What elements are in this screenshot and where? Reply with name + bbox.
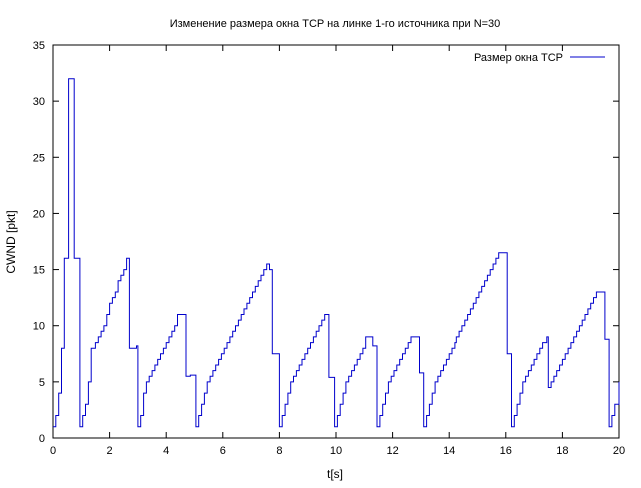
- y-tick-label: 20: [33, 208, 45, 220]
- y-tick-label: 15: [33, 265, 45, 277]
- y-axis-label: CWND [pkt]: [4, 210, 18, 273]
- x-axis-label: t[s]: [327, 467, 343, 481]
- y-tick-label: 35: [33, 40, 45, 52]
- y-tick-label: 5: [39, 377, 45, 389]
- y-tick-label: 30: [33, 96, 45, 108]
- x-tick-label: 0: [50, 445, 56, 457]
- x-tick-label: 6: [220, 445, 226, 457]
- x-tick-label: 18: [556, 445, 568, 457]
- x-tick-label: 12: [386, 445, 398, 457]
- x-tick-label: 2: [107, 445, 113, 457]
- x-tick-label: 4: [163, 445, 169, 457]
- series-line-tcp-window: [53, 78, 620, 428]
- y-tick-label: 0: [39, 433, 45, 445]
- x-tick-label: 8: [276, 445, 282, 457]
- x-axis: 0 2 4 6 8 10 12 14 16 18 20: [50, 45, 625, 457]
- x-tick-label: 14: [443, 445, 455, 457]
- legend-entry-label: Размер окна TCP: [474, 52, 563, 64]
- x-tick-label: 20: [613, 445, 625, 457]
- y-tick-label: 10: [33, 321, 45, 333]
- chart-title: Изменение размера окна TCP на линке 1-го…: [170, 18, 501, 30]
- x-tick-label: 16: [500, 445, 512, 457]
- legend: Размер окна TCP: [474, 52, 605, 64]
- x-tick-label: 10: [330, 445, 342, 457]
- y-tick-label: 25: [33, 152, 45, 164]
- y-axis: 0 5 10 15 20 25 30 35: [33, 40, 619, 445]
